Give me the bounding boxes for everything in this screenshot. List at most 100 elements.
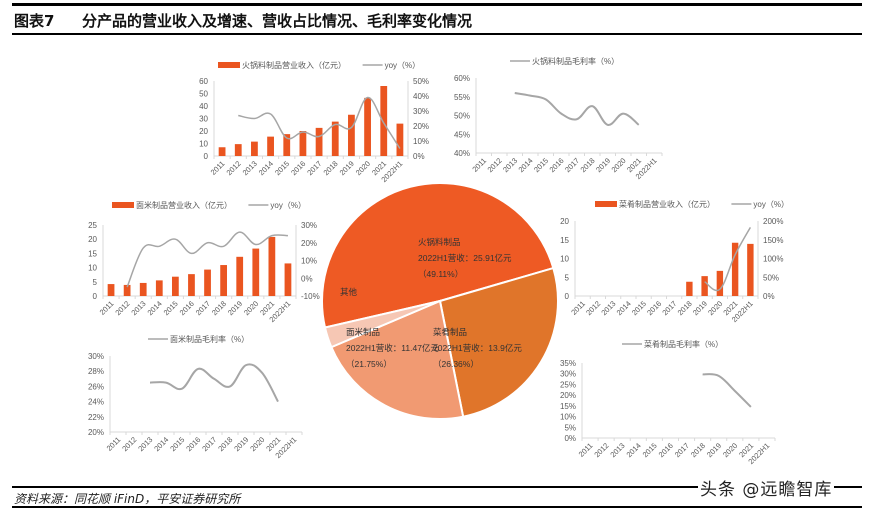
- top-rule: [12, 3, 862, 6]
- bar: [188, 274, 195, 296]
- y-tick-label: 40%: [454, 149, 470, 158]
- watermark: 头条 @远瞻智库: [698, 475, 835, 500]
- bar: [331, 121, 339, 156]
- x-tick-label: 2020: [721, 441, 739, 459]
- figure-header: 图表7 分产品的营业收入及增速、营收占比情况、毛利率变化情况: [14, 9, 472, 31]
- dishes-revenue-chart: 菜肴制品营业收入（亿元） yoy（%）051015200%50%100%150%2…: [560, 199, 789, 324]
- y-tick-label: 20: [199, 127, 208, 136]
- y-tick-label: 5: [565, 273, 570, 282]
- bar: [348, 114, 355, 156]
- bar: [284, 263, 292, 296]
- bar: [747, 243, 754, 296]
- legend-label: 菜肴制品营业收入（亿元）: [619, 199, 715, 209]
- x-tick-label: 2017: [660, 299, 678, 317]
- bar: [234, 144, 242, 156]
- legend-bar-swatch: [595, 201, 617, 207]
- x-tick-label: 2014: [615, 299, 633, 317]
- x-tick-label: 2012: [225, 159, 243, 177]
- y-tick-label: 40: [199, 102, 208, 111]
- bar: [268, 236, 276, 296]
- x-tick-label: 2011: [105, 435, 123, 453]
- x-tick-label: 2019: [594, 156, 612, 174]
- y-right-tick-label: 0%: [413, 152, 425, 161]
- x-tick-label: 2016: [178, 299, 196, 317]
- pie-slice-other: [323, 300, 441, 349]
- bar: [299, 131, 307, 156]
- bar: [701, 276, 708, 296]
- x-tick-label: 2012: [584, 299, 602, 317]
- y-tick-label: 60%: [454, 74, 470, 83]
- y-right-tick-label: 200%: [763, 217, 783, 226]
- pie-label-name: 菜肴制品: [433, 327, 467, 337]
- pie-label-detail: 2022H1营收：25.91亿元: [418, 253, 512, 263]
- title-underline: [12, 33, 862, 35]
- x-tick-label: 2017: [673, 441, 691, 459]
- y-right-tick-label: 10%: [413, 137, 429, 146]
- x-tick-label: 2016: [645, 299, 663, 317]
- y-tick-label: 20: [88, 235, 97, 244]
- legend-bar-swatch: [112, 202, 134, 208]
- y-right-tick-label: 0%: [301, 274, 313, 283]
- legend-label: 面米制品毛利率（%）: [170, 334, 249, 344]
- x-tick-label: 2016: [548, 156, 566, 174]
- x-tick-label: 2012: [113, 299, 131, 317]
- y-tick-label: 60: [199, 77, 208, 86]
- bar: [204, 269, 211, 296]
- series-line: [704, 227, 752, 292]
- x-tick-label: 2016: [289, 159, 307, 177]
- series-line: [149, 363, 279, 403]
- x-tick-label: 2013: [136, 435, 154, 453]
- x-tick-label: 2013: [129, 299, 147, 317]
- x-tick-label: 2013: [241, 159, 259, 177]
- y-tick-label: 0%: [564, 434, 576, 443]
- figure-title: 分产品的营业收入及增速、营收占比情况、毛利率变化情况: [82, 11, 473, 30]
- y-tick-label: 0: [565, 292, 570, 301]
- series-line: [126, 231, 288, 288]
- hotpot-margin-chart: 火锅料制品毛利率（%）40%45%50%55%60%20112012201320…: [454, 56, 663, 181]
- footer-rule-top: [12, 486, 862, 488]
- footer-rule-bottom: [12, 506, 862, 508]
- pie-label-pct: （26.36%）: [433, 359, 479, 369]
- x-tick-label: 2011: [470, 156, 488, 174]
- x-tick-label: 2012: [592, 441, 610, 459]
- y-tick-label: 10: [560, 255, 569, 264]
- bar: [364, 97, 371, 156]
- y-tick-label: 45%: [454, 130, 470, 139]
- x-tick-label: 2012: [486, 156, 504, 174]
- noodle-margin-chart: 面米制品毛利率（%） 20% 22% 24% 26% 28% 30% 201120122013…: [88, 334, 303, 460]
- x-tick-label: 2018: [322, 159, 340, 177]
- x-tick-label: 2018: [216, 435, 234, 453]
- x-tick-label: 2017: [305, 159, 323, 177]
- hotpot-revenue-chart: 火锅料制品营业收入（亿元） yoy（%） 0 10 20 30 40 50 60 0% 10% 20%…: [199, 60, 429, 184]
- y-tick-label: 30: [199, 115, 208, 124]
- y-tick-label: 5%: [564, 423, 576, 432]
- legend-label: 火锅料制品营业收入（亿元）: [242, 60, 346, 70]
- x-tick-label: 2015: [532, 156, 550, 174]
- y-tick-label: 20: [560, 217, 569, 226]
- y-tick-label: 50%: [454, 112, 470, 121]
- y-tick-label: 15: [560, 236, 569, 245]
- bar: [686, 281, 693, 296]
- y-tick-label: 28%: [88, 367, 104, 376]
- pie-label-pct: （21.75%）: [346, 359, 392, 369]
- series-line: [514, 92, 640, 126]
- x-tick-label: 2016: [184, 435, 202, 453]
- y-right-tick-label: 50%: [763, 273, 779, 282]
- y-tick-label: 20%: [560, 391, 576, 400]
- bar: [267, 136, 274, 156]
- pie-label-name: 火锅料制品: [418, 237, 461, 247]
- y-tick-label: 15%: [560, 402, 576, 411]
- y-tick-label: 10: [199, 140, 208, 149]
- pie-label-detail: 2022H1营收：13.9亿元: [433, 343, 522, 353]
- x-tick-label: 2012: [120, 435, 138, 453]
- bar: [236, 256, 244, 296]
- legend-bar-swatch: [218, 62, 240, 68]
- y-right-tick-label: 20%: [301, 239, 317, 248]
- legend-label: 火锅料制品毛利率（%）: [532, 56, 619, 66]
- source-note: 资料来源：同花顺 iFinD，平安证券研究所: [14, 492, 241, 506]
- bar: [716, 270, 724, 296]
- x-tick-label: 2013: [599, 299, 617, 317]
- y-right-tick-label: 50%: [413, 77, 429, 86]
- bar: [315, 127, 323, 156]
- x-tick-label: 2020: [242, 299, 260, 317]
